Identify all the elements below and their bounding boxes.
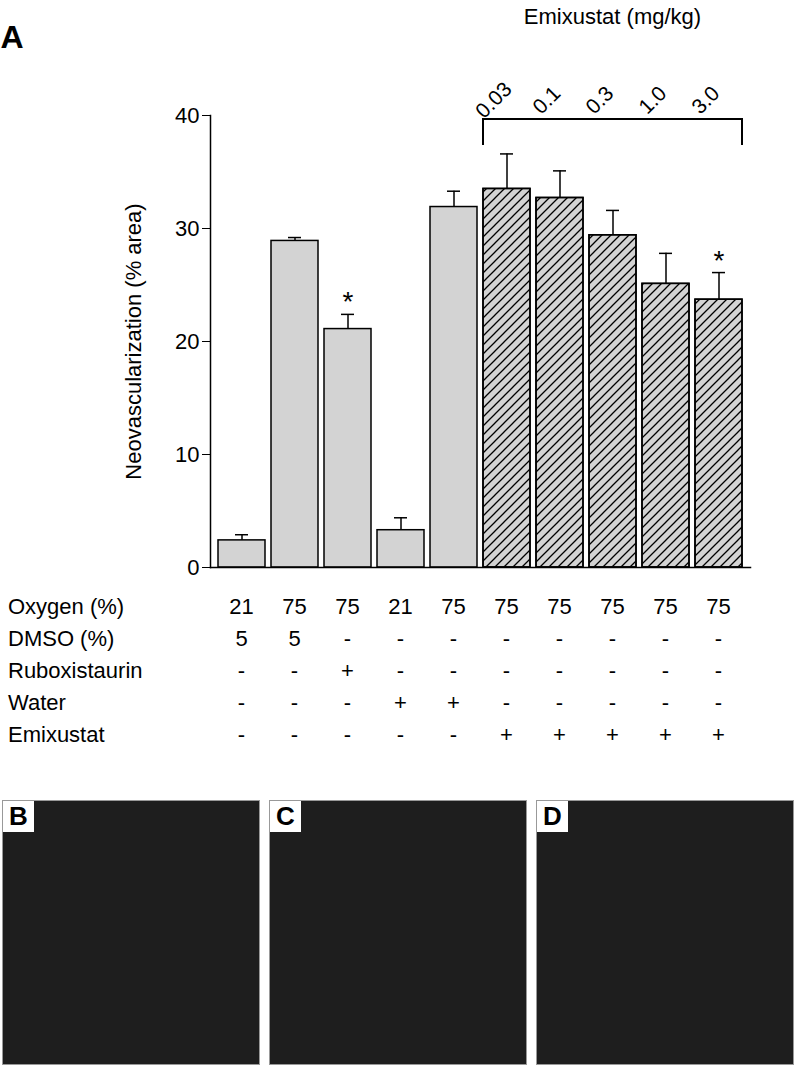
- svg-text:-: -: [397, 626, 404, 651]
- svg-text:-: -: [715, 626, 722, 651]
- svg-text:-: -: [291, 722, 298, 747]
- svg-text:+: +: [606, 722, 619, 747]
- svg-text:40: 40: [175, 103, 199, 128]
- html-text:B: B: [9, 801, 28, 831]
- svg-text:+: +: [447, 690, 460, 715]
- svg-text:-: -: [291, 658, 298, 683]
- svg-text:*: *: [343, 286, 354, 317]
- svg-text:75: 75: [441, 594, 465, 619]
- svg-text:-: -: [397, 658, 404, 683]
- svg-text:Neovascularization (% area): Neovascularization (% area): [121, 203, 146, 479]
- svg-text:-: -: [609, 658, 616, 683]
- svg-text:Emixustat (mg/kg): Emixustat (mg/kg): [524, 4, 701, 29]
- svg-text:-: -: [503, 658, 510, 683]
- svg-text:+: +: [341, 658, 354, 683]
- svg-text:-: -: [556, 626, 563, 651]
- svg-text:21: 21: [229, 594, 253, 619]
- svg-text:-: -: [715, 690, 722, 715]
- svg-text:5: 5: [235, 626, 247, 651]
- svg-text:-: -: [503, 626, 510, 651]
- svg-text:-: -: [609, 626, 616, 651]
- svg-text:+: +: [394, 690, 407, 715]
- svg-text:75: 75: [494, 594, 518, 619]
- svg-text:0.3: 0.3: [581, 81, 618, 118]
- svg-text:-: -: [715, 658, 722, 683]
- svg-text:30: 30: [175, 216, 199, 241]
- svg-text:DMSO (%): DMSO (%): [8, 626, 114, 651]
- svg-text:Emixustat: Emixustat: [8, 722, 105, 747]
- svg-text:-: -: [450, 626, 457, 651]
- svg-text:-: -: [662, 690, 669, 715]
- svg-text:+: +: [500, 722, 513, 747]
- svg-text:+: +: [659, 722, 672, 747]
- svg-text:A: A: [0, 19, 23, 55]
- svg-text:75: 75: [706, 594, 730, 619]
- svg-text:0.1: 0.1: [528, 81, 565, 118]
- svg-text:75: 75: [282, 594, 306, 619]
- svg-text:3.0: 3.0: [687, 81, 724, 118]
- svg-text:+: +: [712, 722, 725, 747]
- svg-text:-: -: [450, 658, 457, 683]
- svg-text:21: 21: [388, 594, 412, 619]
- svg-text:-: -: [662, 658, 669, 683]
- svg-text:0: 0: [187, 555, 199, 580]
- svg-text:-: -: [238, 722, 245, 747]
- svg-text:-: -: [344, 722, 351, 747]
- svg-text:1.0: 1.0: [634, 81, 671, 118]
- svg-text:-: -: [609, 690, 616, 715]
- html-text:D: D: [543, 801, 562, 831]
- svg-text:-: -: [344, 626, 351, 651]
- svg-text:+: +: [553, 722, 566, 747]
- svg-text:-: -: [291, 690, 298, 715]
- svg-text:75: 75: [335, 594, 359, 619]
- svg-text:-: -: [662, 626, 669, 651]
- svg-text:10: 10: [175, 442, 199, 467]
- svg-text:75: 75: [547, 594, 571, 619]
- svg-text:75: 75: [600, 594, 624, 619]
- svg-text:-: -: [503, 690, 510, 715]
- svg-text:20: 20: [175, 329, 199, 354]
- svg-text:0.03: 0.03: [471, 77, 516, 122]
- svg-text:*: *: [714, 245, 725, 276]
- svg-text:Ruboxistaurin: Ruboxistaurin: [8, 658, 143, 683]
- svg-text:-: -: [238, 658, 245, 683]
- svg-text:-: -: [556, 690, 563, 715]
- svg-text:Water: Water: [8, 690, 66, 715]
- html-text:C: C: [276, 801, 295, 831]
- svg-text:-: -: [556, 658, 563, 683]
- svg-text:-: -: [450, 722, 457, 747]
- svg-text:-: -: [238, 690, 245, 715]
- svg-text:-: -: [397, 722, 404, 747]
- svg-text:-: -: [344, 690, 351, 715]
- svg-text:5: 5: [288, 626, 300, 651]
- svg-text:75: 75: [653, 594, 677, 619]
- svg-text:Oxygen (%): Oxygen (%): [8, 594, 124, 619]
